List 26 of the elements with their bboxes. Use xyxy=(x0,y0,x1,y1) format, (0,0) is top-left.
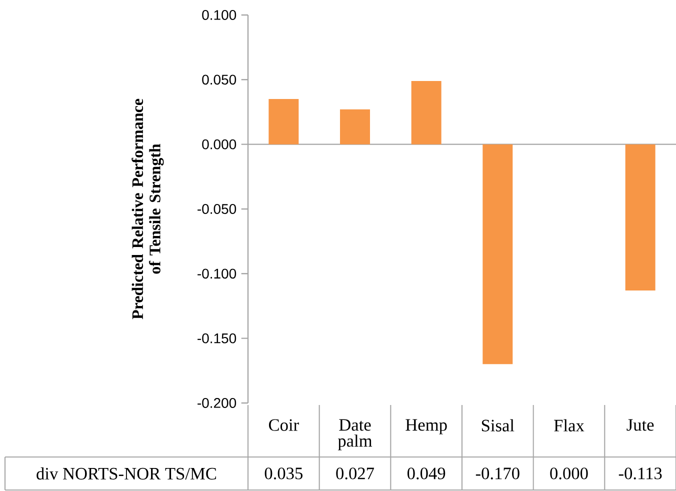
text: div NORTS-NOR TS/MC xyxy=(36,467,216,480)
y-tick-label: -0.150 xyxy=(198,333,236,344)
y-axis-title: Predicted Relative Performance of Tensile Strength xyxy=(132,98,164,320)
y-tick-label: 0.000 xyxy=(202,139,236,150)
data-label: -0.170 xyxy=(476,468,520,480)
y-tick-label: -0.050 xyxy=(198,204,236,214)
x-tick-label: Sisal xyxy=(482,419,514,432)
x-tick-label: Coir xyxy=(268,419,299,431)
data-label: -0.113 xyxy=(618,468,662,480)
y-tick-label: 0.050 xyxy=(202,74,236,85)
x-tick-label: Flax xyxy=(554,419,584,432)
bar xyxy=(268,99,299,144)
x-tick-label: Date palm xyxy=(338,419,372,450)
y-tick-label: 0.100 xyxy=(202,10,236,20)
bar xyxy=(482,144,513,364)
x-tick-label: Jute xyxy=(626,419,654,431)
y-tick-label: -0.100 xyxy=(198,268,236,279)
bar xyxy=(411,80,442,144)
bar xyxy=(340,109,370,144)
y-tick-label: -0.200 xyxy=(198,398,236,408)
x-tick-label: Hemp xyxy=(406,419,447,434)
bar xyxy=(625,144,656,290)
data-label: 0.000 xyxy=(550,468,588,480)
data-label: 0.035 xyxy=(264,468,302,480)
data-label: 0.049 xyxy=(407,468,446,480)
data-label: 0.027 xyxy=(336,468,374,480)
